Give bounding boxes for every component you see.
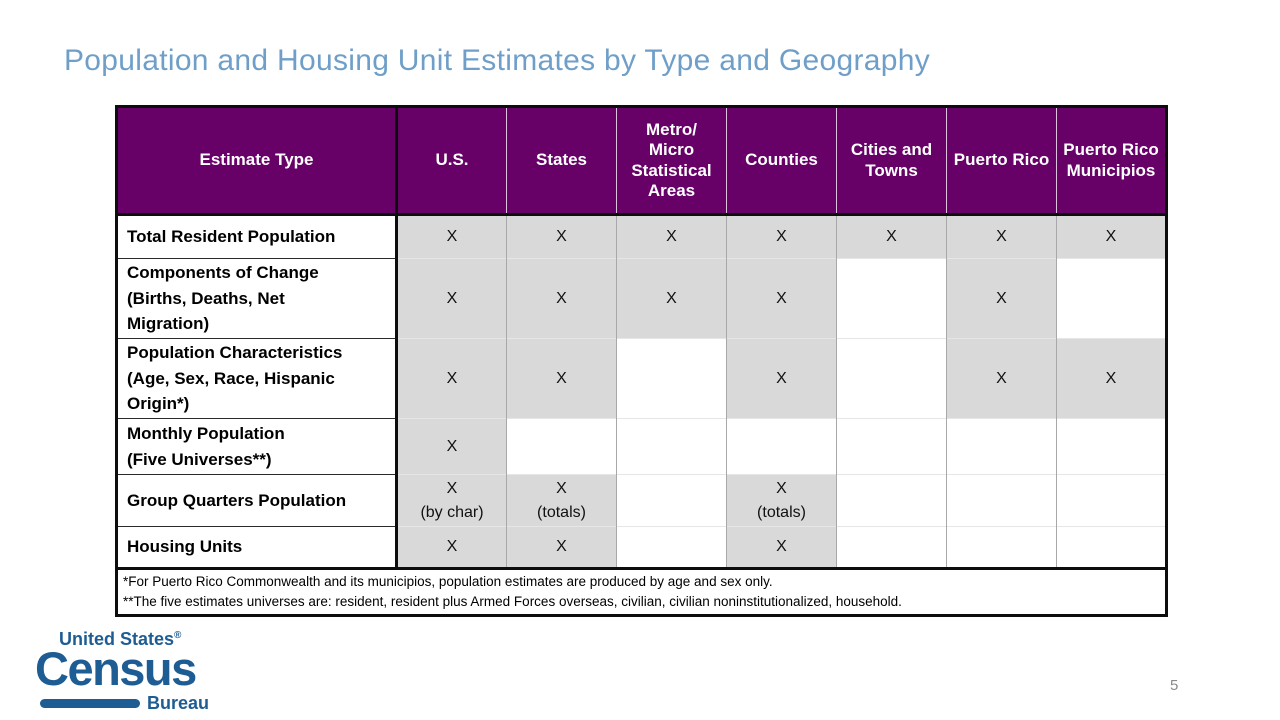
empty-cell — [836, 474, 947, 527]
mark-cell: X (totals) — [506, 474, 617, 527]
mark-cell: X — [396, 338, 507, 419]
table-row: Components of Change (Births, Deaths, Ne… — [116, 258, 1167, 339]
footnote-line: *For Puerto Rico Commonwealth and its mu… — [123, 574, 773, 589]
empty-cell — [946, 418, 1057, 475]
empty-cell — [836, 418, 947, 475]
logo-bottom-row: Bureau — [40, 693, 215, 714]
column-header: Puerto Rico — [946, 106, 1057, 215]
registered-mark-icon: ® — [174, 630, 182, 641]
mark-cell: X — [726, 526, 837, 569]
empty-cell — [616, 418, 727, 475]
empty-cell — [946, 526, 1057, 569]
logo-bar-icon — [40, 699, 140, 709]
mark-cell: X — [726, 258, 837, 339]
mark-cell: X — [506, 214, 617, 259]
table-header-row: Estimate Type U.S. States Metro/ Micro Stat… — [116, 106, 1167, 215]
mark-cell: X — [506, 338, 617, 419]
page-number: 5 — [1170, 677, 1179, 694]
mark-cell: X — [1056, 338, 1167, 419]
footnote-line: **The five estimates universes are: resi… — [123, 593, 902, 609]
column-header: Counties — [726, 106, 837, 215]
empty-cell — [836, 526, 947, 569]
empty-cell — [1056, 526, 1167, 569]
empty-cell — [1056, 418, 1167, 475]
mark-cell: X (totals) — [726, 474, 837, 527]
table-row: Housing Units X X X — [116, 526, 1167, 569]
empty-cell — [946, 474, 1057, 527]
table-body: Total Resident Population X X X X X X X Componen… — [116, 214, 1167, 569]
row-label: Group Quarters Population — [116, 474, 398, 527]
logo-united-states: United States® — [59, 629, 182, 649]
mark-cell: X — [836, 214, 947, 259]
column-header: States — [506, 106, 617, 215]
table-row: Monthly Population (Five Universes**) X — [116, 418, 1167, 475]
empty-cell — [506, 418, 617, 475]
row-label: Monthly Population (Five Universes**) — [116, 418, 398, 475]
mark-cell: X — [396, 526, 507, 569]
empty-cell — [616, 526, 727, 569]
table-row: Total Resident Population X X X X X X X — [116, 214, 1167, 259]
mark-cell: X — [506, 258, 617, 339]
mark-cell: X — [946, 258, 1057, 339]
logo-bureau: Bureau — [147, 693, 210, 714]
mark-cell: X — [726, 338, 837, 419]
column-header-estimate-type: Estimate Type — [116, 106, 398, 215]
column-header: U.S. — [396, 106, 507, 215]
row-label: Total Resident Population — [116, 214, 398, 259]
census-logo: United States® Census Bureau — [35, 629, 215, 714]
empty-cell — [616, 338, 727, 419]
row-label: Population Characteristics (Age, Sex, Ra… — [116, 338, 398, 419]
mark-cell: X — [396, 214, 507, 259]
column-header: Metro/ Micro Statistical Areas — [616, 106, 727, 215]
empty-cell — [616, 474, 727, 527]
mark-cell: X — [726, 214, 837, 259]
empty-cell — [726, 418, 837, 475]
mark-cell: X — [946, 214, 1057, 259]
mark-cell: X — [506, 526, 617, 569]
mark-cell: X — [396, 418, 507, 475]
footnotes: *For Puerto Rico Commonwealth and its mu… — [116, 566, 1167, 616]
column-header: Cities and Towns — [836, 106, 947, 215]
mark-cell: X — [946, 338, 1057, 419]
mark-cell: X — [396, 258, 507, 339]
table-row: Group Quarters Population X (by char) X (t… — [116, 474, 1167, 527]
empty-cell — [1056, 474, 1167, 527]
mark-cell: X — [616, 214, 727, 259]
row-label: Components of Change (Births, Deaths, Ne… — [116, 258, 398, 339]
row-label: Housing Units — [116, 526, 398, 569]
mark-cell: X — [616, 258, 727, 339]
logo-census-wordmark: Census — [35, 642, 197, 695]
empty-cell — [1056, 258, 1167, 339]
mark-cell: X (by char) — [396, 474, 507, 527]
footnotes-row: *For Puerto Rico Commonwealth and its mu… — [116, 566, 1167, 616]
mark-cell: X — [1056, 214, 1167, 259]
page-title: Population and Housing Unit Estimates by… — [64, 44, 931, 77]
table-row: Population Characteristics (Age, Sex, Ra… — [116, 338, 1167, 419]
column-header: Puerto Rico Municipios — [1056, 106, 1167, 215]
estimates-table: Estimate Type U.S. States Metro/ Micro Stat… — [115, 105, 1168, 618]
empty-cell — [836, 338, 947, 419]
empty-cell — [836, 258, 947, 339]
